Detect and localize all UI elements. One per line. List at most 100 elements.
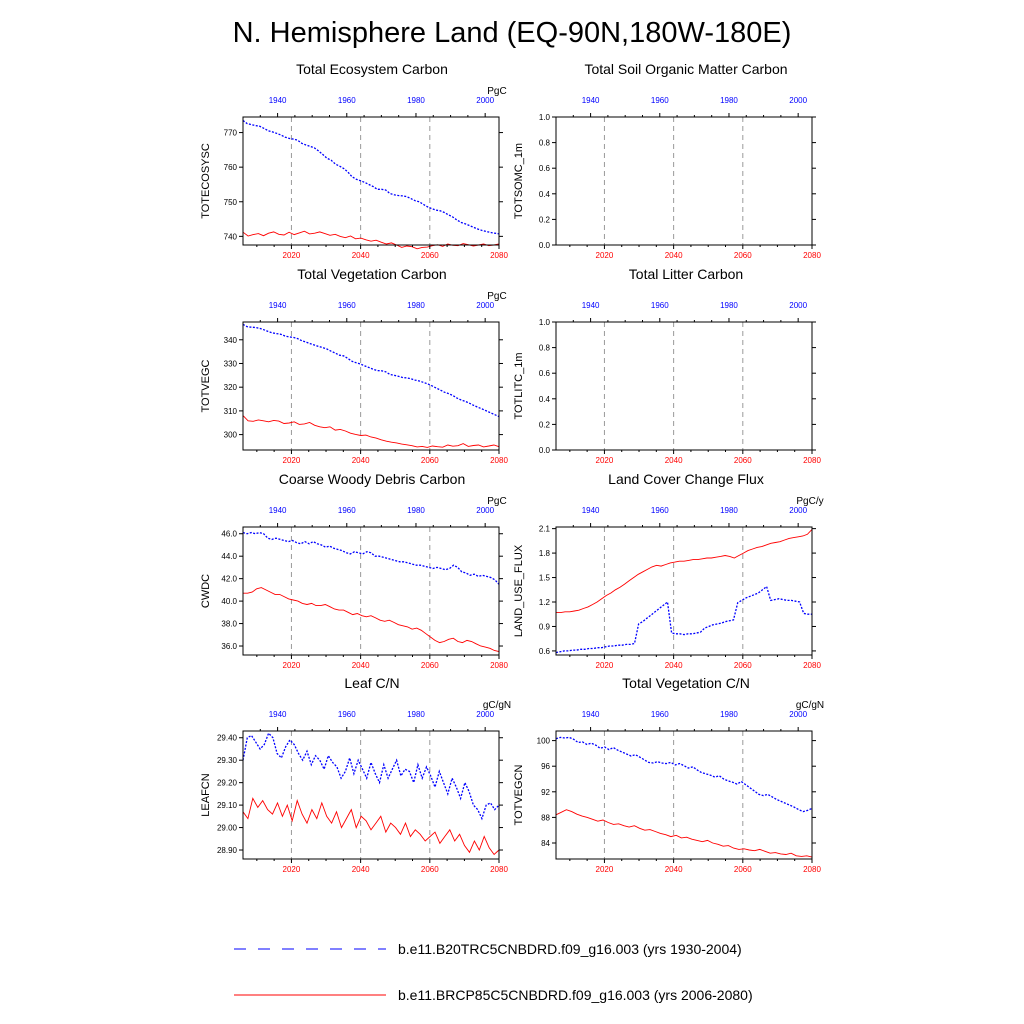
- top-x-tick-label: 2000: [476, 301, 494, 310]
- bottom-x-tick-label: 2080: [490, 456, 508, 465]
- plot-frame: [242, 526, 500, 656]
- y-tick-label: 0.8: [539, 344, 551, 353]
- plot-frame: [242, 730, 500, 860]
- top-x-tick-label: 1960: [338, 96, 356, 105]
- plot-frame: [555, 321, 813, 451]
- units-label: PgC: [487, 86, 506, 97]
- bottom-x-tick-label: 2080: [490, 865, 508, 874]
- top-x-tick-label: 1960: [338, 506, 356, 515]
- y-tick-label: 0.4: [539, 395, 551, 404]
- y-tick-label: 740: [224, 232, 238, 241]
- panel-coarse-woody-debris-carbon: Coarse Woody Debris Carbon PgC CWDC 36.0 38.…: [200, 471, 508, 670]
- y-tick-label: 84: [541, 839, 550, 848]
- series-line-historical: [242, 119, 500, 235]
- panel-total-vegetation-c-n: Total Vegetation C/N gC/gN TOTVEGCN 84 88 92 9…: [513, 675, 824, 874]
- top-x-tick-label: 2000: [476, 506, 494, 515]
- y-axis-label: TOTECOSYSC: [200, 143, 212, 219]
- series-line-historical: [555, 585, 812, 654]
- chart-panels: Total Ecosystem Carbon PgC TOTECOSYSC 740 75…: [200, 61, 824, 874]
- y-axis-label: TOTVEGC: [200, 359, 212, 412]
- series-line-historical: [242, 732, 500, 821]
- y-tick-label: 300: [224, 431, 238, 440]
- y-tick-label: 29.30: [217, 756, 238, 765]
- top-x-tick-label: 1980: [407, 506, 425, 515]
- y-tick-label: 0.9: [539, 622, 551, 631]
- y-tick-label: 40.0: [221, 597, 237, 606]
- series-line-rcp85: [242, 797, 500, 856]
- panel-title: Total Litter Carbon: [629, 266, 743, 282]
- y-tick-label: 0.6: [539, 369, 551, 378]
- bottom-x-tick-label: 2040: [352, 251, 370, 260]
- top-x-tick-label: 1980: [720, 301, 738, 310]
- series-line-rcp85: [242, 230, 500, 250]
- panel-land-cover-change-flux: Land Cover Change Flux PgC/y LAND_USE_FLUX…: [513, 471, 824, 670]
- top-x-tick-label: 1940: [582, 710, 600, 719]
- legend: b.e11.B20TRC5CNBDRD.f09_g16.003 (yrs 193…: [234, 941, 753, 1003]
- bottom-x-tick-label: 2080: [803, 865, 821, 874]
- y-tick-label: 0.2: [539, 420, 551, 429]
- bottom-x-tick-label: 2060: [421, 251, 439, 260]
- bottom-x-tick-label: 2040: [665, 456, 683, 465]
- y-tick-label: 0.6: [539, 164, 551, 173]
- bottom-x-tick-label: 2080: [803, 456, 821, 465]
- series-line-historical: [242, 323, 500, 418]
- y-tick-label: 0.6: [539, 647, 551, 656]
- y-tick-label: 29.20: [217, 779, 238, 788]
- series-line-rcp85: [242, 415, 500, 448]
- bottom-x-tick-label: 2080: [803, 251, 821, 260]
- legend-label-rcp85: b.e11.BRCP85C5CNBDRD.f09_g16.003 (yrs 20…: [398, 987, 753, 1003]
- y-tick-label: 0.4: [539, 190, 551, 199]
- y-axis-label: LEAFCN: [200, 773, 212, 816]
- bottom-x-tick-label: 2020: [283, 865, 301, 874]
- bottom-x-tick-label: 2060: [421, 456, 439, 465]
- panel-total-vegetation-carbon: Total Vegetation Carbon PgC TOTVEGC 300 310 3…: [200, 266, 508, 465]
- y-tick-label: 92: [541, 788, 550, 797]
- bottom-x-tick-label: 2080: [490, 661, 508, 670]
- bottom-x-tick-label: 2060: [734, 456, 752, 465]
- y-tick-label: 330: [224, 359, 238, 368]
- bottom-x-tick-label: 2040: [665, 251, 683, 260]
- y-tick-label: 0.0: [539, 446, 551, 455]
- top-x-tick-label: 1960: [651, 710, 669, 719]
- y-tick-label: 770: [224, 129, 238, 138]
- plot-frame: [555, 116, 813, 246]
- panel-total-soil-organic-matter-carbon: Total Soil Organic Matter Carbon TOTSOMC_…: [513, 61, 821, 260]
- plot-frame: [242, 321, 500, 451]
- top-x-tick-label: 1960: [651, 96, 669, 105]
- y-tick-label: 96: [541, 762, 550, 771]
- top-x-tick-label: 1960: [338, 710, 356, 719]
- bottom-x-tick-label: 2040: [352, 661, 370, 670]
- top-x-tick-label: 1940: [582, 96, 600, 105]
- y-axis-label: TOTLITC_1m: [513, 352, 525, 419]
- y-tick-label: 2.1: [539, 525, 551, 534]
- y-tick-label: 29.40: [217, 734, 238, 743]
- y-axis-label: CWDC: [200, 574, 212, 608]
- top-x-tick-label: 2000: [789, 710, 807, 719]
- bottom-x-tick-label: 2080: [803, 661, 821, 670]
- y-tick-label: 340: [224, 336, 238, 345]
- y-tick-label: 38.0: [221, 620, 237, 629]
- bottom-x-tick-label: 2060: [421, 661, 439, 670]
- series-line-rcp85: [555, 809, 813, 858]
- top-x-tick-label: 2000: [789, 301, 807, 310]
- top-x-tick-label: 1940: [582, 301, 600, 310]
- top-x-tick-label: 1940: [269, 710, 287, 719]
- y-tick-label: 320: [224, 383, 238, 392]
- panel-total-ecosystem-carbon: Total Ecosystem Carbon PgC TOTECOSYSC 740 75…: [200, 61, 508, 260]
- top-x-tick-label: 2000: [789, 506, 807, 515]
- y-tick-label: 0.8: [539, 139, 551, 148]
- top-x-tick-label: 2000: [476, 710, 494, 719]
- y-tick-label: 44.0: [221, 552, 237, 561]
- y-tick-label: 29.10: [217, 801, 238, 810]
- units-label: PgC: [487, 291, 506, 302]
- top-x-tick-label: 1980: [407, 710, 425, 719]
- y-tick-label: 88: [541, 813, 550, 822]
- series-line-rcp85: [556, 529, 813, 614]
- plot-frame: [555, 730, 813, 860]
- units-label: PgC/y: [796, 496, 823, 507]
- bottom-x-tick-label: 2020: [596, 456, 614, 465]
- y-tick-label: 28.90: [217, 846, 238, 855]
- top-x-tick-label: 1980: [720, 710, 738, 719]
- panel-title: Total Vegetation C/N: [622, 675, 750, 691]
- legend-label-historical: b.e11.B20TRC5CNBDRD.f09_g16.003 (yrs 193…: [398, 941, 742, 957]
